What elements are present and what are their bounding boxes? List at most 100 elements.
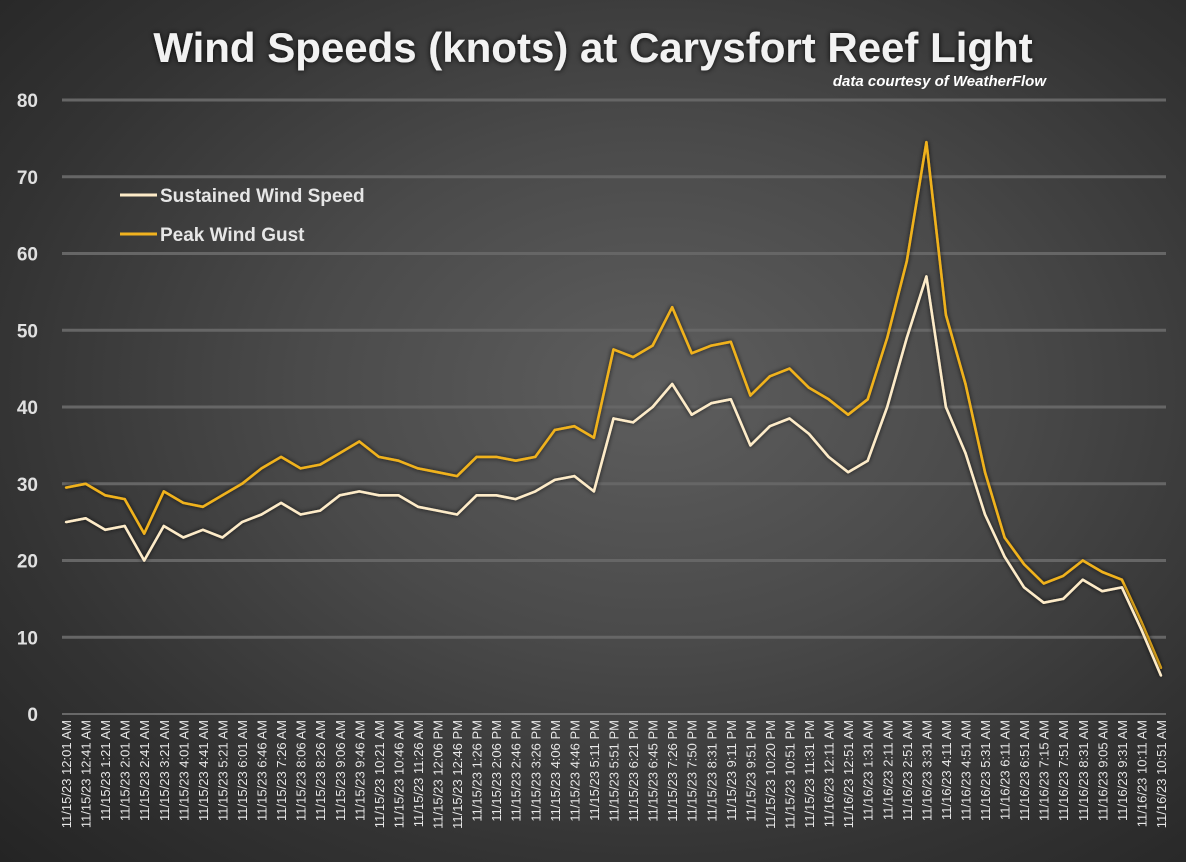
data-point-gust [1101, 570, 1104, 574]
x-tick-label: 11/15/23 7:26 PM [665, 720, 680, 822]
data-point-sustained [612, 417, 615, 420]
legend-label-sustained: Sustained Wind Speed [160, 186, 365, 207]
data-point-gust [1159, 666, 1163, 670]
y-tick-label: 20 [17, 552, 38, 573]
data-point-gust [944, 313, 948, 317]
data-point-gust [1081, 559, 1085, 562]
x-tick-label: 11/15/23 4:06 PM [548, 720, 563, 822]
data-point-gust [64, 486, 68, 489]
data-point-sustained [1101, 590, 1104, 593]
data-point-gust [846, 413, 850, 416]
x-tick-label: 11/16/23 9:31 AM [1115, 720, 1130, 821]
data-point-gust [983, 471, 987, 474]
data-point-gust [495, 455, 498, 459]
data-point-gust [1003, 536, 1006, 539]
x-tick-label: 11/15/23 4:41 AM [196, 720, 211, 821]
data-point-gust [377, 455, 381, 459]
data-point-gust [162, 490, 165, 493]
x-tick-label: 11/15/23 1:21 AM [98, 720, 113, 821]
data-point-gust [319, 463, 322, 466]
data-point-gust [886, 336, 889, 340]
data-point-gust [671, 306, 674, 309]
data-point-sustained [240, 520, 244, 524]
data-point-sustained [592, 490, 596, 493]
series-line-sustained-wind-speed [65, 275, 1163, 677]
x-tick-label: 11/15/23 12:41 AM [79, 720, 94, 828]
data-point-sustained [1081, 578, 1085, 581]
data-point-sustained [495, 494, 498, 497]
x-tick-label: 11/15/23 11:26 AM [411, 720, 426, 827]
y-tick-label: 50 [17, 321, 38, 342]
data-point-gust [416, 467, 420, 470]
data-point-sustained [886, 405, 889, 409]
data-point-sustained [1140, 628, 1143, 631]
y-tick-label: 60 [17, 245, 38, 266]
data-point-gust [768, 375, 772, 378]
x-tick-label: 11/15/23 2:01 AM [118, 720, 133, 821]
legend-label-gust: Peak Wind Gust [160, 225, 305, 246]
data-point-sustained [1022, 586, 1026, 589]
chart-title: Wind Speeds (knots) at Carysfort Reef Li… [153, 24, 1032, 71]
x-tick-label: 11/15/23 8:06 AM [294, 720, 309, 821]
x-tick-label: 11/16/23 8:31 AM [1076, 720, 1091, 821]
data-point-sustained [182, 536, 185, 539]
data-point-sustained [925, 275, 928, 278]
x-tick-label: 11/15/23 6:45 PM [646, 720, 661, 822]
x-tick-label: 11/16/23 2:51 AM [900, 720, 915, 821]
y-tick-label: 0 [27, 705, 38, 726]
data-point-sustained [631, 421, 635, 424]
y-tick-label: 40 [17, 398, 38, 419]
x-tick-label: 11/16/23 4:11 AM [939, 720, 954, 820]
data-point-sustained [651, 405, 654, 409]
data-point-gust [905, 260, 908, 263]
data-point-sustained [377, 494, 381, 497]
x-tick-label: 11/15/23 12:01 AM [59, 720, 74, 828]
x-tick-label: 11/16/23 3:31 AM [919, 720, 934, 821]
data-point-sustained [455, 513, 459, 516]
legend: Sustained Wind Speed Peak Wind Gust [120, 186, 365, 246]
x-tick-label: 11/15/23 5:51 PM [607, 720, 622, 822]
x-tick-label: 11/15/23 11:31 PM [802, 720, 817, 828]
data-point-gust [201, 505, 205, 508]
data-point-gust [690, 352, 693, 355]
data-point-gust [338, 451, 341, 455]
data-point-gust [631, 355, 635, 359]
x-tick-label: 11/15/23 10:20 PM [763, 720, 778, 829]
data-point-sustained [84, 517, 87, 520]
data-point-gust [182, 501, 185, 505]
data-point-sustained [964, 451, 967, 455]
data-point-sustained [553, 478, 556, 482]
data-point-gust [475, 455, 478, 459]
data-point-gust [397, 459, 400, 462]
gridlines [62, 98, 1166, 715]
data-point-sustained [436, 509, 439, 512]
data-point-gust [1120, 578, 1124, 581]
data-point-gust [221, 494, 224, 497]
x-tick-label: 11/15/23 7:26 AM [274, 720, 289, 821]
data-point-sustained [1003, 555, 1006, 558]
data-point-gust [573, 425, 576, 428]
x-tick-label: 11/15/23 6:01 AM [235, 720, 250, 821]
x-tick-label: 11/15/23 4:01 AM [176, 720, 191, 821]
data-point-sustained [729, 398, 732, 401]
data-point-sustained [573, 474, 576, 478]
data-point-sustained [397, 494, 400, 497]
x-tick-label: 11/15/23 6:21 PM [626, 720, 641, 822]
x-axis-tick-labels: 11/15/23 12:01 AM 11/15/23 12:41 AM 11/15/… [59, 720, 1169, 829]
x-tick-label: 11/15/23 3:21 AM [157, 720, 172, 821]
x-tick-label: 11/16/23 6:51 AM [1017, 720, 1032, 821]
data-point-gust [534, 455, 537, 459]
data-point-gust [710, 344, 713, 347]
data-point-sustained [671, 382, 674, 386]
data-point-sustained [1120, 586, 1124, 589]
data-point-sustained [319, 509, 322, 512]
x-tick-label: 11/15/23 10:51 PM [782, 720, 797, 829]
data-point-gust [84, 482, 87, 485]
data-point-sustained [1159, 674, 1163, 677]
data-point-sustained [64, 520, 68, 524]
data-point-gust [1062, 574, 1065, 578]
data-point-sustained [338, 494, 341, 497]
x-tick-label: 11/16/23 6:11 AM [998, 720, 1013, 820]
data-point-sustained [749, 444, 752, 447]
